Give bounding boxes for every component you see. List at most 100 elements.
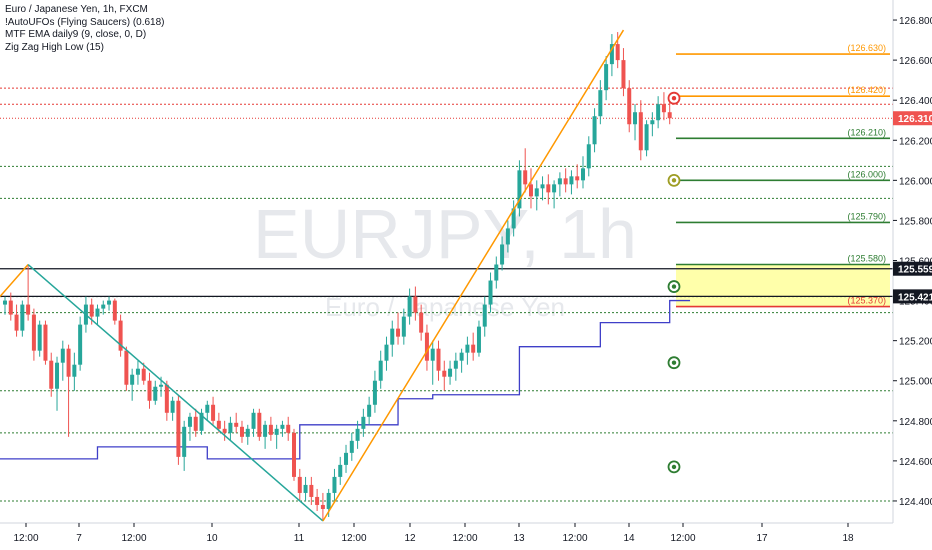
price-tick-label-12: 124.400: [899, 497, 932, 508]
candle-body-11: [66, 348, 71, 377]
candle-body-51: [297, 476, 302, 493]
price-tick-label-4: 126.000: [899, 176, 932, 187]
time-tick-label-10: 14: [623, 533, 635, 544]
candle-body-26: [153, 386, 158, 401]
ufo-level-label-4: (125.790): [847, 211, 886, 221]
time-tick-label-9: 12:00: [562, 533, 587, 544]
candle-body-4: [26, 304, 31, 315]
candle-body-3: [20, 304, 25, 331]
price-tick-label-0: 126.800: [899, 16, 932, 27]
candle-body-41: [239, 426, 244, 437]
candle-body-48: [280, 424, 285, 429]
candle-body-98: [569, 176, 574, 185]
candle-body-12: [72, 364, 77, 377]
price-tick-label-2: 126.400: [899, 96, 932, 107]
candle-body-20: [118, 320, 123, 351]
candle-body-2: [14, 314, 19, 331]
legend-ufo: !AutoUFOs (Flying Saucers) (0.618): [5, 16, 165, 28]
black-level-badge-label-0: 125.559: [898, 265, 932, 276]
price-tick-label-5: 125.800: [899, 216, 932, 227]
candle-body-69: [401, 316, 406, 337]
saucer-marker-1: [667, 173, 681, 187]
saucer-inner-4: [671, 464, 677, 470]
legend-zigzag: Zig Zag High Low (15): [5, 41, 104, 53]
candle-body-115: [667, 112, 672, 119]
candle-body-96: [557, 178, 562, 185]
candle-body-77: [448, 368, 453, 377]
candle-body-84: [488, 280, 493, 305]
ufo-highlight-band: [676, 264, 890, 307]
time-tick-label-8: 13: [513, 533, 525, 544]
time-tick-label-1: 7: [76, 533, 82, 544]
candle-body-53: [309, 484, 314, 497]
candle-body-60: [349, 440, 354, 453]
time-tick-label-3: 10: [206, 533, 218, 544]
candle-body-44: [257, 412, 262, 437]
candle-body-10: [60, 348, 65, 363]
candle-body-61: [355, 428, 360, 441]
candle-body-24: [141, 368, 146, 381]
candle-body-63: [367, 404, 372, 417]
candle-body-78: [453, 360, 458, 369]
price-tick-label-11: 124.600: [899, 457, 932, 468]
candle-body-83: [482, 304, 487, 327]
candle-body-113: [656, 104, 661, 121]
candle-body-88: [511, 208, 516, 229]
legend-ema: MTF EMA daily9 (9, close, 0, D): [5, 29, 147, 40]
time-tick-label-2: 12:00: [121, 533, 146, 544]
candle-body-75: [436, 348, 441, 371]
saucer-inner-2: [671, 284, 677, 289]
candle-body-28: [164, 384, 169, 413]
legend: Euro / Japanese Yen, 1h, FXCM !AutoUFOs …: [5, 4, 165, 54]
time-tick-label-5: 12:00: [341, 533, 366, 544]
candle-body-58: [338, 464, 343, 477]
mtf-ema-line: [0, 299, 691, 460]
price-tick-label-3: 126.200: [899, 136, 932, 147]
candle-body-47: [274, 428, 279, 435]
candle-body-23: [135, 368, 140, 375]
time-tick-label-12: 17: [756, 533, 768, 544]
candle-body-73: [424, 332, 429, 361]
candle-body-22: [130, 374, 135, 385]
candle-body-45: [263, 424, 268, 437]
candle-body-97: [563, 178, 568, 185]
candle-body-43: [251, 412, 256, 429]
time-tick-label-4: 11: [294, 533, 305, 544]
candle-body-35: [205, 404, 210, 413]
time-tick-label-6: 12: [404, 533, 416, 544]
candle-body-8: [49, 360, 54, 389]
candle-body-102: [592, 116, 597, 145]
candle-body-52: [303, 484, 308, 493]
candle-body-66: [384, 344, 389, 361]
ufo-level-label-5: (125.580): [847, 254, 886, 264]
saucer-inner-0: [671, 95, 677, 101]
candle-body-81: [471, 344, 476, 353]
candle-body-104: [604, 64, 609, 91]
candle-body-94: [546, 184, 551, 193]
candle-body-71: [413, 296, 418, 313]
saucer-marker-2: [667, 280, 681, 293]
candle-body-33: [193, 416, 198, 431]
candle-body-18: [107, 300, 112, 305]
price-tick-label-10: 124.800: [899, 417, 932, 428]
candle-body-68: [396, 328, 401, 337]
candle-body-1: [8, 300, 13, 315]
candle-body-70: [407, 296, 412, 317]
saucer-inner-3: [671, 360, 677, 365]
candle-body-9: [55, 362, 60, 389]
zigzag-segment-1: [27, 263, 324, 522]
candle-body-99: [575, 176, 580, 181]
candle-body-91: [528, 184, 533, 197]
current-price-badge: [893, 111, 932, 126]
candle-body-109: [633, 112, 638, 125]
ufo-level-label-0: (126.630): [847, 43, 886, 53]
zigzag-segment-0: [0, 264, 29, 298]
candle-body-105: [609, 44, 614, 65]
candle-body-19: [112, 300, 117, 321]
candle-body-87: [505, 228, 510, 245]
time-tick-label-11: 12:00: [670, 533, 695, 544]
time-tick-label-13: 18: [842, 533, 854, 544]
ufo-level-label-6: (125.370): [847, 296, 886, 306]
candle-body-82: [476, 326, 481, 353]
